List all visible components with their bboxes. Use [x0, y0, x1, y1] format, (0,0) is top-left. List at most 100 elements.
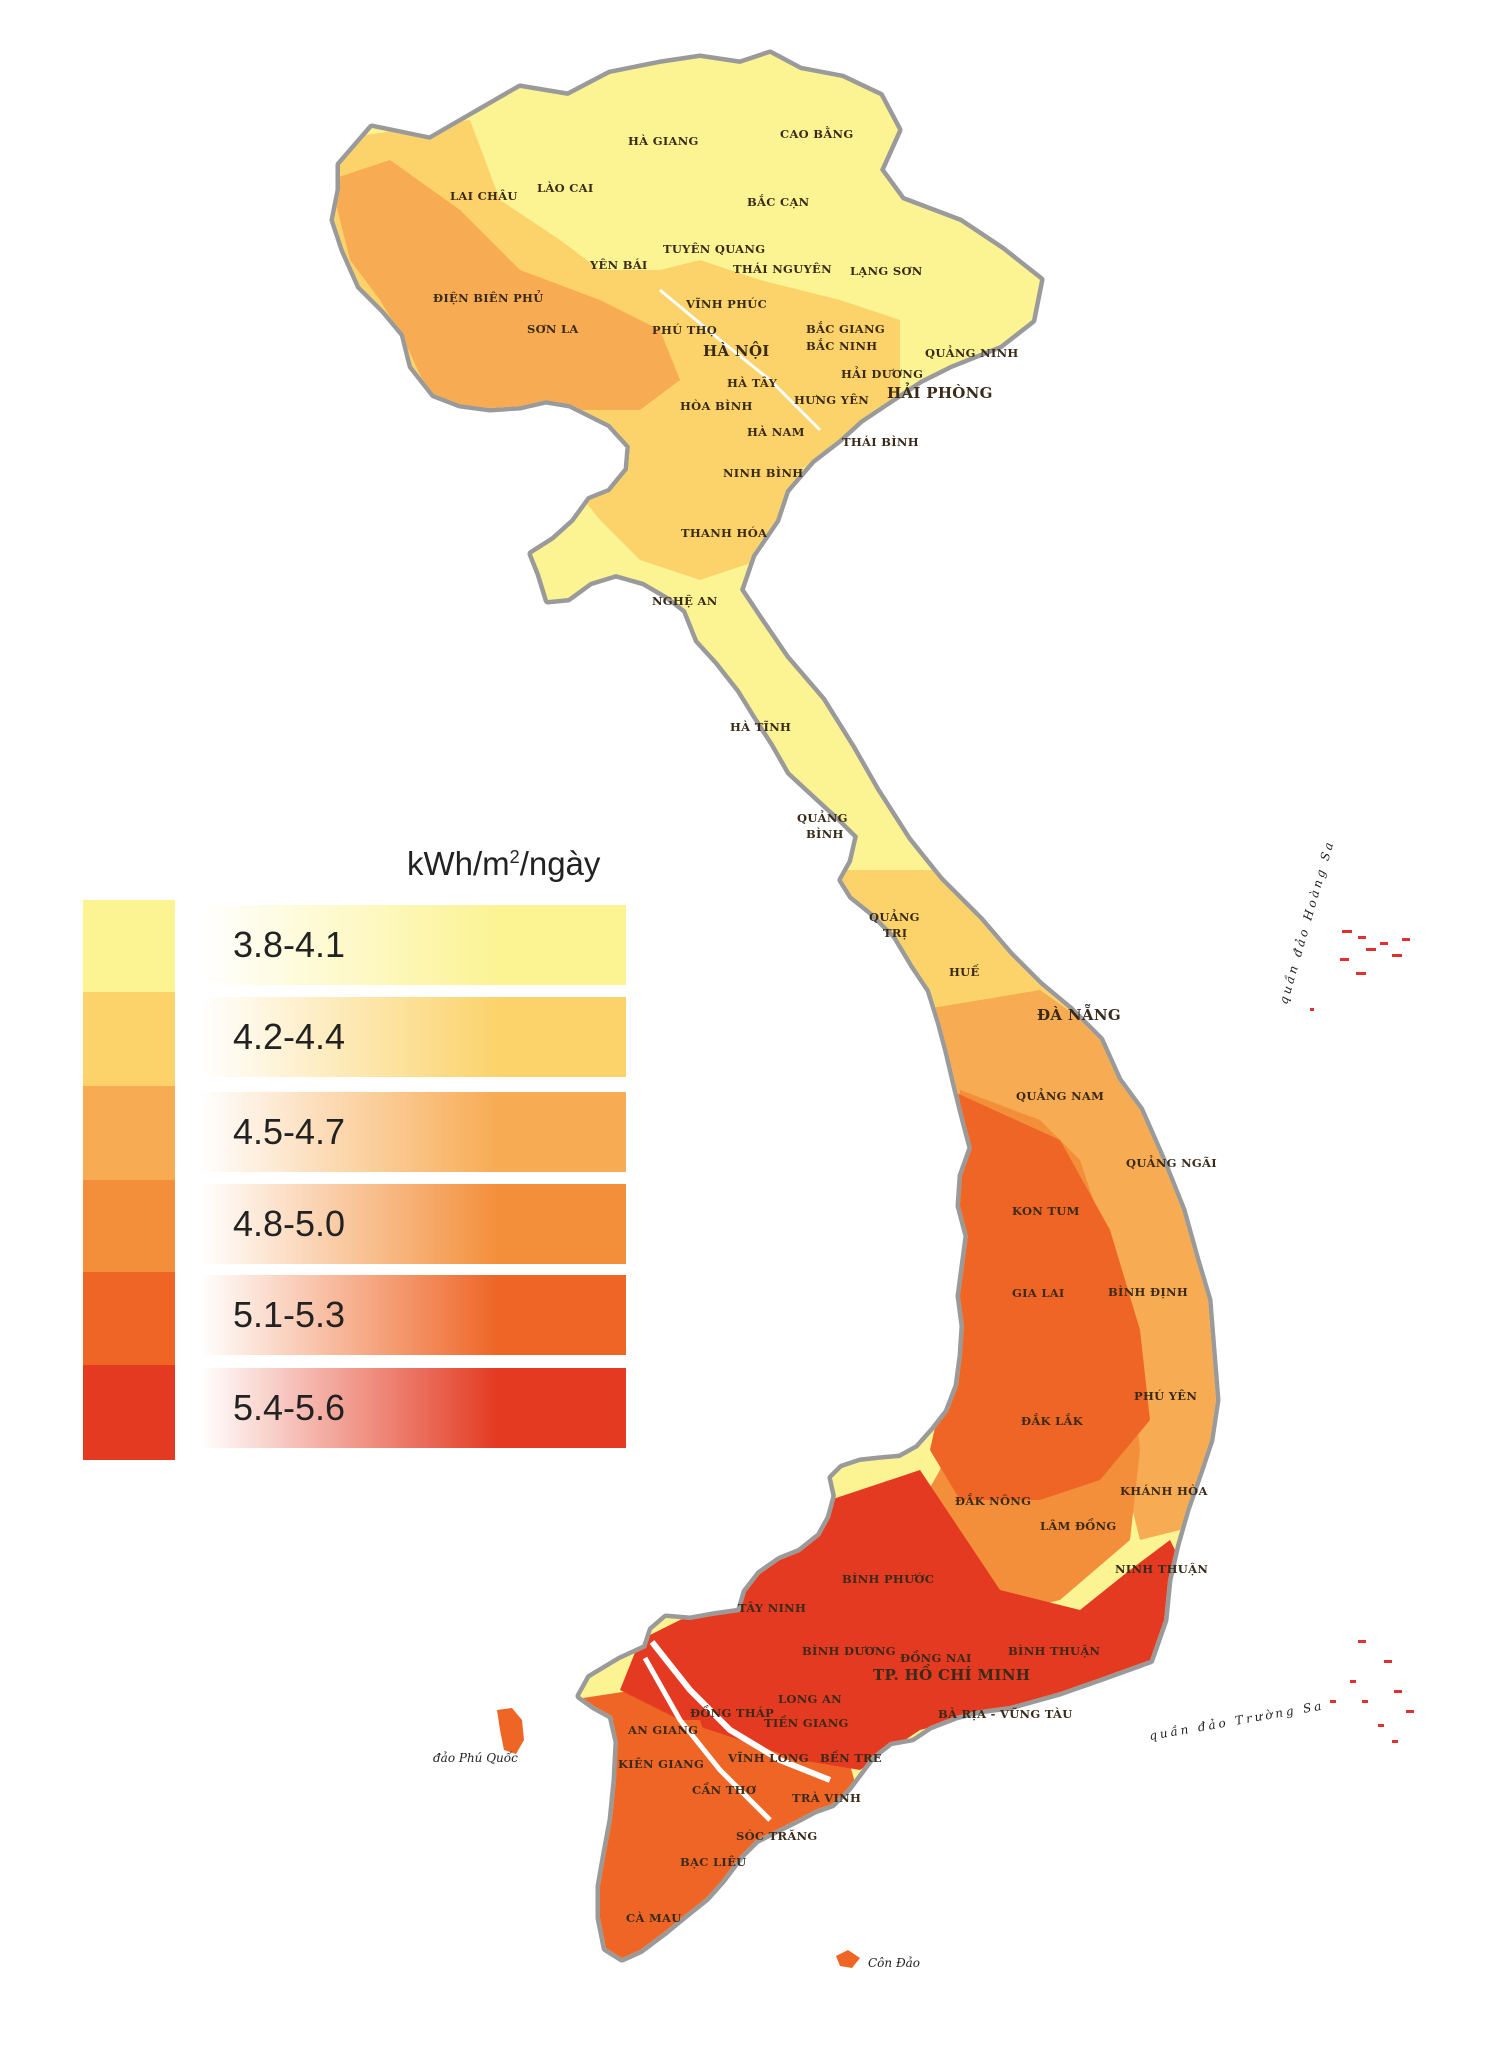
label-lao-cai: LÀO CAI — [537, 181, 594, 195]
legend-unit-title: kWh/m2/ngày — [407, 845, 600, 883]
label-bac-ninh: BẮC NINH — [806, 338, 877, 353]
legend-swatch — [83, 992, 175, 1086]
label-thai-nguyen: THÁI NGUYÊN — [733, 262, 832, 276]
phu-quoc-island — [497, 1708, 524, 1754]
legend-unit-main: kWh/m — [407, 845, 510, 882]
legend-bar: 4.8-5.0 — [200, 1184, 626, 1264]
legend-label: 4.2-4.4 — [233, 1016, 346, 1057]
label-dong-nai: ĐỒNG NAI — [900, 1650, 972, 1665]
label-lang-son: LẠNG SƠN — [850, 264, 923, 278]
label-ha-tay: HÀ TÂY — [727, 376, 778, 390]
label-phu-yen: PHÚ YÊN — [1134, 1389, 1197, 1403]
label-hoa-binh: HÒA BÌNH — [680, 399, 753, 413]
label-khanh-hoa: KHÁNH HÒA — [1120, 1484, 1208, 1498]
label-quang-tri-1: QUẢNG — [869, 909, 920, 924]
hoang-sa-islands — [1310, 930, 1410, 1011]
label-hai-duong: HẢI DƯƠNG — [841, 366, 923, 381]
label-tien-giang: TIỀN GIANG — [764, 1715, 849, 1730]
label-bac-giang: BẮC GIANG — [806, 321, 885, 336]
legend-label: 5.4-5.6 — [233, 1387, 346, 1428]
zone-4-5-4-7-northwest — [334, 160, 680, 415]
label-quang-tri-2: TRỊ — [883, 926, 907, 940]
truong-sa-islands — [1330, 1640, 1414, 1743]
label-hoang-sa: quần đảo Hoàng Sa — [1275, 838, 1336, 1006]
label-ha-noi: HÀ NỘI — [703, 341, 770, 360]
label-binh-phuoc: BÌNH PHƯỚC — [842, 1572, 934, 1586]
label-hai-phong: HẢI PHÒNG — [887, 382, 993, 402]
label-quang-nam: QUẢNG NAM — [1016, 1088, 1104, 1103]
legend-bar: 4.5-4.7 — [200, 1092, 626, 1172]
legend-swatch — [83, 1272, 175, 1365]
label-hue: HUẾ — [949, 964, 980, 979]
legend-bar: 5.4-5.6 — [200, 1368, 626, 1448]
label-thanh-hoa: THANH HÓA — [681, 526, 768, 540]
legend-label: 4.5-4.7 — [233, 1111, 346, 1152]
label-da-nang: ĐÀ NẴNG — [1037, 1003, 1121, 1024]
label-yen-bai: YÊN BÁI — [589, 258, 648, 272]
label-thai-binh: THÁI BÌNH — [842, 435, 919, 449]
label-kon-tum: KON TUM — [1012, 1204, 1080, 1218]
label-cao-bang: CAO BẰNG — [780, 126, 853, 141]
label-binh-duong: BÌNH DƯƠNG — [802, 1644, 896, 1658]
label-nghe-an: NGHỆ AN — [652, 594, 718, 608]
label-an-giang: AN GIANG — [627, 1723, 698, 1737]
label-kien-giang: KIÊN GIANG — [618, 1757, 704, 1771]
label-vinh-phuc: VĨNH PHÚC — [685, 297, 767, 311]
label-ha-giang: HÀ GIANG — [628, 134, 699, 148]
legend-label: 4.8-5.0 — [233, 1203, 346, 1244]
label-gia-lai: GIA LAI — [1012, 1286, 1065, 1300]
label-quang-binh-2: BÌNH — [806, 827, 844, 841]
legend-swatch — [83, 1180, 175, 1272]
label-dong-thap: ĐỒNG THÁP — [690, 1705, 774, 1720]
legend-swatch — [83, 1086, 175, 1180]
bassac-river — [642, 1656, 772, 1822]
label-dak-lak: ĐẮK LẮK — [1021, 1413, 1084, 1428]
label-soc-trang: SÓC TRĂNG — [736, 1829, 818, 1843]
label-quang-ngai: QUẢNG NGÃI — [1126, 1155, 1217, 1170]
legend-swatch — [83, 900, 175, 992]
label-tuyen-quang: TUYÊN QUANG — [663, 242, 765, 256]
label-tra-vinh: TRÀ VINH — [792, 1791, 861, 1805]
label-truong-sa: quần đảo Trường Sa — [1148, 1697, 1325, 1743]
legend-bar: 3.8-4.1 — [200, 905, 626, 985]
label-phu-quoc: đảo Phú Quốc — [433, 1750, 518, 1765]
label-ha-nam: HÀ NAM — [747, 425, 805, 439]
legend-unit-sup: 2 — [509, 847, 520, 867]
legend-bar: 4.2-4.4 — [200, 997, 626, 1077]
label-ninh-binh: NINH BÌNH — [723, 466, 803, 480]
label-binh-dinh: BÌNH ĐỊNH — [1108, 1285, 1188, 1299]
label-ba-ria: BÀ RỊA - VŨNG TÀU — [938, 1707, 1073, 1721]
label-ca-mau: CÀ MAU — [626, 1911, 682, 1925]
legend-label: 3.8-4.1 — [233, 924, 346, 965]
label-bac-lieu: BẠC LIÊU — [680, 1855, 746, 1869]
label-hung-yen: HƯNG YÊN — [794, 393, 869, 407]
label-tp-hcm: TP. HỒ CHÍ MINH — [873, 1664, 1030, 1684]
label-phu-tho: PHÚ THỌ — [652, 323, 717, 337]
label-dien-bien-phu: ĐIỆN BIÊN PHỦ — [433, 290, 544, 305]
label-long-an: LONG AN — [778, 1692, 842, 1706]
label-con-dao: Côn Đảo — [868, 1956, 920, 1970]
label-bac-can: BẮC CẠN — [747, 194, 810, 209]
label-binh-thuan: BÌNH THUẬN — [1008, 1644, 1101, 1658]
label-lai-chau: LAI CHÂU — [450, 189, 518, 203]
label-ninh-thuan: NINH THUẬN — [1115, 1562, 1208, 1576]
con-dao-island — [836, 1950, 860, 1968]
legend-label: 5.1-5.3 — [233, 1294, 346, 1335]
label-ha-tinh: HÀ TĨNH — [730, 720, 791, 734]
legend-unit-tail: /ngày — [519, 845, 601, 882]
zone-5-1-5-3-highlands — [930, 1090, 1150, 1500]
legend-swatch — [83, 1365, 175, 1460]
label-quang-binh-1: QUẢNG — [797, 810, 848, 825]
mekong-river — [649, 1640, 832, 1783]
label-vinh-long: VĨNH LONG — [727, 1751, 809, 1765]
label-son-la: SƠN LA — [527, 322, 579, 336]
legend-bar: 5.1-5.3 — [200, 1275, 626, 1355]
label-dak-nong: ĐẮK NÔNG — [955, 1493, 1031, 1508]
label-can-tho: CẦN THƠ — [692, 1782, 757, 1797]
label-lam-dong: LÂM ĐỒNG — [1040, 1518, 1117, 1533]
label-ben-tre: BẾN TRE — [820, 1750, 882, 1765]
label-tay-ninh: TÂY NINH — [738, 1601, 806, 1615]
province-labels: HÀ GIANG CAO BẰNG LAI CHÂU LÀO CAI BẮC C… — [433, 126, 1217, 1925]
red-river — [659, 288, 822, 432]
